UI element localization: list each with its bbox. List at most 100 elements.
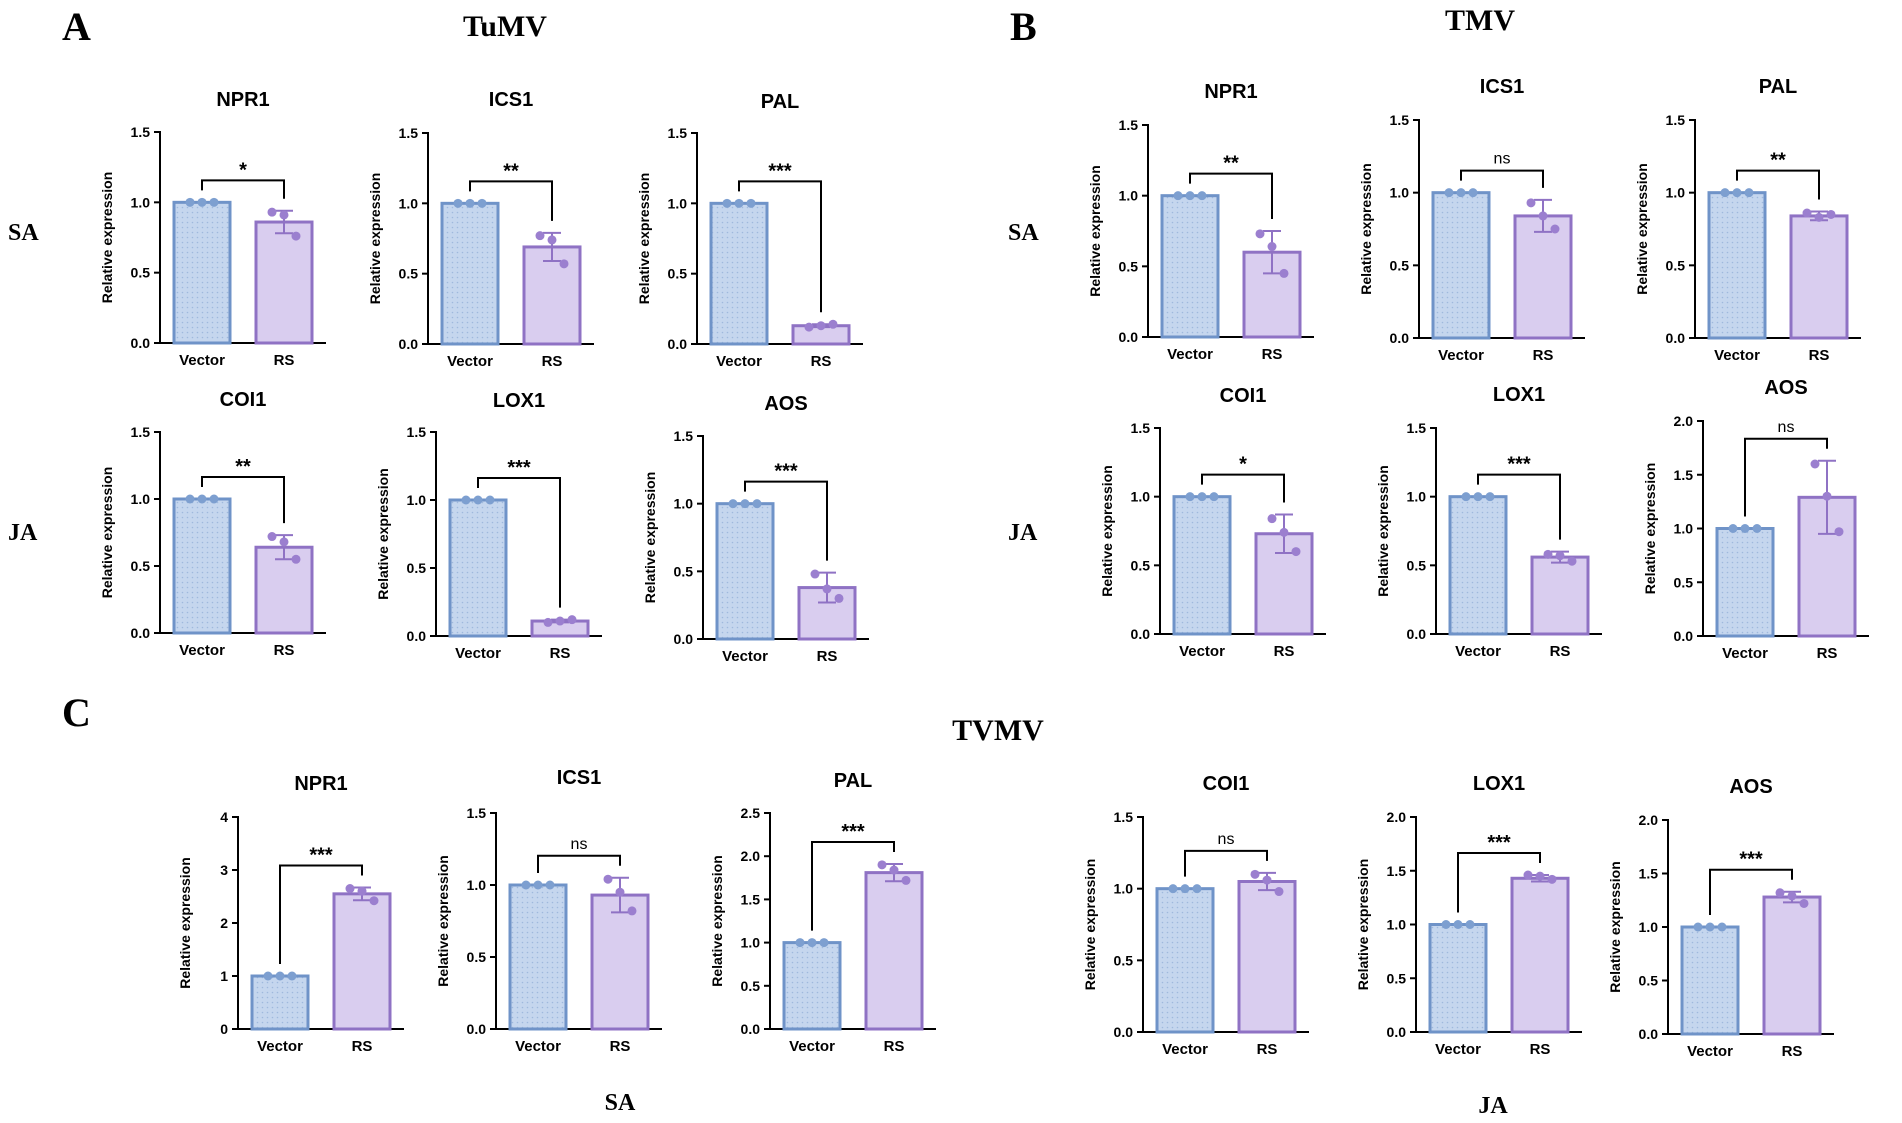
- data-point: [1555, 551, 1565, 561]
- bar-vector: [1680, 925, 1740, 1036]
- data-point: [807, 938, 817, 948]
- data-point: [1775, 888, 1785, 898]
- bar-vector: [440, 201, 500, 346]
- chart-title: COI1: [1203, 773, 1250, 795]
- data-point: [279, 210, 289, 220]
- data-point: [555, 616, 565, 626]
- y-tick-label: 1.5: [674, 428, 694, 444]
- data-point: [547, 235, 557, 245]
- data-point: [877, 860, 887, 870]
- data-point: [197, 197, 207, 207]
- y-tick-label: 1.5: [407, 424, 427, 440]
- x-category-label: RS: [352, 1038, 373, 1055]
- x-category-label: RS: [542, 353, 563, 370]
- data-point: [267, 207, 277, 217]
- data-point: [1197, 191, 1207, 201]
- data-point: [287, 971, 297, 981]
- data-point: [1274, 887, 1284, 897]
- bar-vector: [1707, 191, 1767, 340]
- bar-vector: [1448, 495, 1508, 636]
- bar-vector: [172, 497, 232, 635]
- significance-label: ns: [1218, 831, 1235, 848]
- data-point: [822, 584, 832, 594]
- data-point: [369, 896, 379, 906]
- data-point: [1526, 198, 1536, 208]
- significance-bracket: [738, 180, 822, 313]
- significance-bracket: [1189, 172, 1273, 219]
- data-point: [1185, 492, 1195, 502]
- bar-rs: [254, 220, 314, 345]
- y-tick-label: 1.5: [1131, 420, 1151, 436]
- x-category-label: Vector: [179, 352, 225, 369]
- x-category-label: RS: [1257, 1041, 1278, 1058]
- y-tick-label: 1.5: [1114, 809, 1134, 825]
- panel-letter-b: B: [1010, 4, 1037, 49]
- data-point: [901, 875, 911, 885]
- x-category-label: Vector: [1687, 1043, 1733, 1060]
- chart-title: NPR1: [294, 773, 347, 795]
- chart-a-ics1: ICS1 Relative expression 0.0 0.5 1.0 1.5 Vecto…: [367, 89, 594, 370]
- x-category-label: RS: [1550, 643, 1571, 660]
- y-axis-label: Relative expression: [435, 855, 451, 987]
- bar-vector: [1160, 194, 1220, 339]
- x-category-label: RS: [1274, 643, 1295, 660]
- x-category-label: Vector: [1167, 346, 1213, 363]
- data-point: [1250, 869, 1260, 879]
- data-point: [728, 499, 738, 509]
- x-category-label: Vector: [515, 1038, 561, 1055]
- x-category-label: Vector: [257, 1038, 303, 1055]
- y-tick-label: 1.5: [1674, 467, 1694, 483]
- data-point: [1444, 188, 1454, 198]
- data-point: [1173, 191, 1183, 201]
- significance-label: ***: [1507, 454, 1531, 476]
- data-point: [1255, 229, 1265, 239]
- x-category-label: Vector: [1455, 643, 1501, 660]
- chart-title: ICS1: [1480, 76, 1524, 98]
- bar-rs: [254, 545, 314, 635]
- data-point: [740, 499, 750, 509]
- significance-label: ns: [571, 836, 588, 853]
- row-label-a-ja: JA: [8, 520, 38, 546]
- data-point: [1485, 492, 1495, 502]
- y-tick-label: 0.0: [1666, 330, 1686, 346]
- data-point: [1550, 224, 1560, 234]
- x-category-label: Vector: [1435, 1041, 1481, 1058]
- y-tick-label: 0.5: [467, 949, 487, 965]
- y-tick-label: 1.0: [1387, 917, 1407, 933]
- y-tick-label: 0.5: [674, 563, 694, 579]
- data-point: [1197, 492, 1207, 502]
- data-point: [345, 884, 355, 894]
- data-point: [1473, 492, 1483, 502]
- data-point: [828, 319, 838, 329]
- data-point: [1180, 884, 1190, 894]
- significance-label: **: [503, 160, 519, 182]
- significance-label: ***: [774, 461, 798, 483]
- data-point: [477, 198, 487, 208]
- chart-a-pal: PAL Relative expression 0.0 0.5 1.0 1.5 Vector…: [636, 91, 863, 370]
- significance-bracket: [537, 854, 621, 873]
- data-point: [722, 198, 732, 208]
- y-tick-label: 3: [220, 862, 228, 878]
- significance-bracket: [811, 840, 895, 931]
- y-tick-label: 1.0: [131, 194, 151, 210]
- data-point: [1717, 922, 1727, 932]
- x-category-label: RS: [274, 642, 295, 659]
- data-point: [804, 322, 814, 332]
- y-tick-label: 1.0: [1131, 489, 1151, 505]
- y-tick-label: 0.0: [1674, 628, 1694, 644]
- y-tick-label: 0.0: [1407, 626, 1427, 642]
- y-tick-label: 1.5: [668, 125, 688, 141]
- data-point: [263, 971, 273, 981]
- chart-b-npr1: NPR1 Relative expression 0.0 0.5 1.0 1.5 Vecto…: [1087, 81, 1314, 363]
- data-point: [615, 887, 625, 897]
- y-tick-label: 0.0: [407, 628, 427, 644]
- y-tick-label: 0.0: [131, 335, 151, 351]
- row-label-c-sa: SA: [605, 1090, 636, 1116]
- y-tick-label: 1.0: [407, 492, 427, 508]
- bar-rs: [864, 871, 924, 1031]
- significance-label: **: [235, 456, 251, 478]
- y-tick-label: 1.0: [1674, 521, 1694, 537]
- virus-title-tumv: TuMV: [463, 10, 547, 43]
- significance-bracket: [1460, 169, 1544, 188]
- significance-label: ***: [1739, 849, 1763, 871]
